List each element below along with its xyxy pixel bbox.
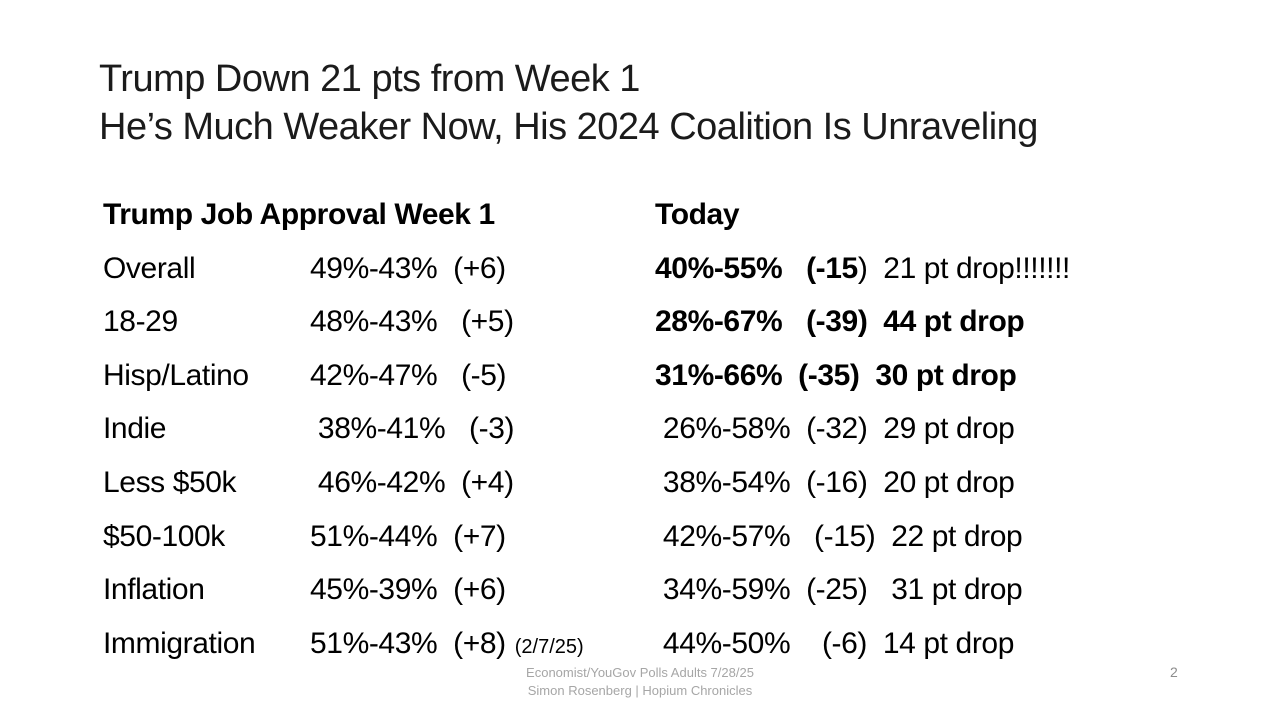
- row-today-cell: 26%-58% (-32) 29 pt drop: [655, 412, 1260, 446]
- footer-source-line: Economist/YouGov Polls Adults 7/28/25: [526, 665, 754, 680]
- row-today-cell: 38%-54% (-16) 20 pt drop: [655, 466, 1260, 500]
- footer-author-line: Simon Rosenberg | Hopium Chronicles: [527, 683, 753, 698]
- row-drop-text: 31 pt drop: [867, 573, 1023, 607]
- row-drop-text: 30 pt drop: [859, 358, 1017, 392]
- row-drop-text: 20 pt drop: [867, 465, 1015, 499]
- row-week1-value: 51%-43% (+8): [310, 626, 506, 660]
- table-body: Overall 49%-43% (+6) 40%-55% (-15) 21 pt d…: [103, 252, 1260, 681]
- row-week1-value: 49%-43% (+6): [310, 251, 506, 285]
- approval-table: Trump Job Approval Week 1 Today Overall 49…: [103, 198, 1260, 680]
- row-label: Hisp/Latino: [103, 358, 249, 392]
- row-today-value: 42%-57% (-15): [655, 519, 876, 553]
- page-number: 2: [1170, 664, 1178, 680]
- row-today-value: 31%-66% (-35): [655, 358, 860, 392]
- row-week1-cell: 42%-47% (-5): [310, 359, 655, 393]
- row-week1-date-note: (2/7/25): [514, 635, 584, 658]
- row-drop-text: 21 pt drop!!!!!!!: [867, 251, 1070, 285]
- footer-credit: Economist/YouGov Polls Adults 7/28/25 Si…: [0, 664, 1280, 700]
- row-week1-cell: 46%-42% (+4): [310, 466, 655, 500]
- row-today-value: 40%-55% (-15: [655, 251, 858, 285]
- table-header-row: Trump Job Approval Week 1 Today: [103, 198, 1260, 252]
- row-week1-value: 42%-47% (-5): [310, 358, 507, 392]
- column-header-week1: Trump Job Approval Week 1: [103, 198, 495, 231]
- row-today-cell: 34%-59% (-25) 31 pt drop: [655, 573, 1260, 607]
- row-today-cell: 42%-57% (-15) 22 pt drop: [655, 520, 1260, 554]
- table-row: 18-29 48%-43% (+5) 28%-67% (-39) 44 pt dro…: [103, 305, 1260, 359]
- row-week1-cell: 51%-44% (+7): [310, 520, 655, 554]
- column-header-today: Today: [655, 198, 740, 231]
- row-label: Indie: [103, 412, 167, 446]
- row-today-value: 28%-67% (-39): [655, 305, 868, 339]
- row-week1-value: 51%-44% (+7): [310, 519, 506, 553]
- row-today-cell: 31%-66% (-35) 30 pt drop: [655, 359, 1260, 393]
- table-row: Inflation 45%-39% (+6) 34%-59% (-25) 31 p…: [103, 573, 1260, 627]
- row-today-cell: 44%-50% (-6) 14 pt drop: [655, 627, 1260, 661]
- row-week1-cell: 38%-41% (-3): [310, 412, 655, 446]
- table-row: Indie 38%-41% (-3) 26%-58% (-32) 29 pt d…: [103, 412, 1260, 466]
- row-drop-text: 22 pt drop: [875, 519, 1023, 553]
- row-today-cell: 40%-55% (-15) 21 pt drop!!!!!!!: [655, 252, 1260, 286]
- row-week1-value: 45%-39% (+6): [310, 573, 506, 607]
- row-label: Overall: [103, 251, 196, 285]
- row-week1-value: 48%-43% (+5): [310, 305, 514, 339]
- row-drop-text: 14 pt drop: [867, 626, 1015, 660]
- row-today-value: 38%-54% (-16): [655, 465, 868, 499]
- row-label: 18-29: [103, 305, 178, 339]
- row-week1-value: 46%-42% (+4): [310, 465, 514, 499]
- table-row: Immigration 51%-43% (+8) (2/7/25) 44%-50% …: [103, 627, 1260, 681]
- row-today-cell: 28%-67% (-39) 44 pt drop: [655, 305, 1260, 339]
- table-row: $50-100k 51%-44% (+7) 42%-57% (-15) 22 pt…: [103, 520, 1260, 574]
- slide-title-line1: Trump Down 21 pts from Week 1: [99, 58, 640, 100]
- row-week1-cell: 48%-43% (+5): [310, 305, 655, 339]
- row-week1-cell: 45%-39% (+6): [310, 573, 655, 607]
- row-label: Inflation: [103, 573, 205, 607]
- table-row: Hisp/Latino 42%-47% (-5) 31%-66% (-35) 30 …: [103, 359, 1260, 413]
- row-label: $50-100k: [103, 519, 225, 553]
- table-row: Overall 49%-43% (+6) 40%-55% (-15) 21 pt d…: [103, 252, 1260, 306]
- row-today-value-tail: ): [857, 251, 868, 285]
- row-today-value: 44%-50% (-6): [655, 626, 868, 660]
- row-label: Less $50k: [103, 465, 237, 499]
- row-week1-cell: 49%-43% (+6): [310, 252, 655, 286]
- row-label: Immigration: [103, 626, 256, 660]
- row-today-value: 26%-58% (-32): [655, 412, 868, 446]
- slide-title-line2: He’s Much Weaker Now, His 2024 Coalition…: [99, 106, 1038, 148]
- row-week1-cell: 51%-43% (+8) (2/7/25): [310, 627, 655, 661]
- table-row: Less $50k 46%-42% (+4) 38%-54% (-16) 20 …: [103, 466, 1260, 520]
- row-week1-value: 38%-41% (-3): [310, 412, 515, 446]
- row-drop-text: 29 pt drop: [867, 412, 1015, 446]
- slide-title: Trump Down 21 pts from Week 1 He’s Much W…: [99, 55, 1038, 151]
- row-drop-text: 44 pt drop: [867, 305, 1025, 339]
- row-today-value: 34%-59% (-25): [655, 573, 868, 607]
